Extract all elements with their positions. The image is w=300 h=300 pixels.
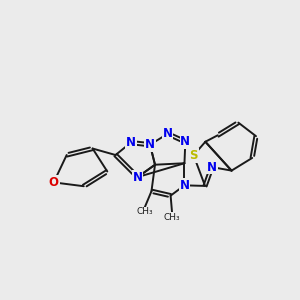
- Text: N: N: [180, 135, 190, 148]
- Text: N: N: [126, 136, 136, 149]
- Text: CH₃: CH₃: [164, 213, 180, 222]
- Text: N: N: [207, 160, 217, 174]
- Text: N: N: [145, 138, 155, 151]
- Text: CH₃: CH₃: [136, 207, 153, 216]
- Text: O: O: [49, 176, 59, 189]
- Text: N: N: [163, 127, 173, 140]
- Text: N: N: [179, 179, 190, 192]
- Text: N: N: [133, 171, 142, 184]
- Text: S: S: [189, 149, 198, 162]
